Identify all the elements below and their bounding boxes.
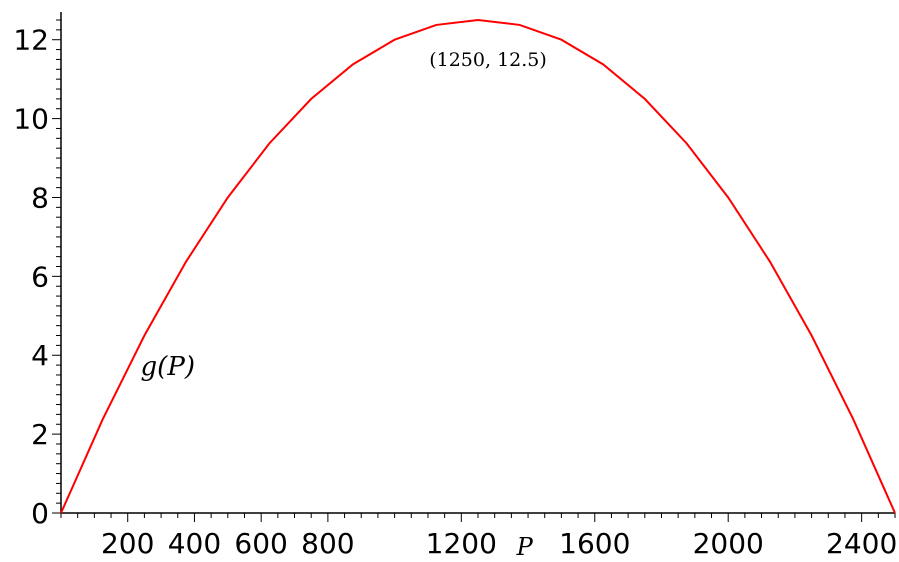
x-tick-label: 1600: [559, 527, 630, 560]
x-tick-label: 2400: [826, 527, 897, 560]
x-tick-label: 200: [101, 527, 154, 560]
annotations: (1250, 12.5) g(P): [141, 49, 547, 382]
x-tick-label: 2000: [693, 527, 764, 560]
series: [60, 18, 896, 514]
y-tick-label: 10: [13, 103, 49, 136]
x-tick-label: 400: [168, 527, 221, 560]
peak-annotation: (1250, 12.5): [429, 49, 547, 71]
y-tick-label: 0: [31, 497, 49, 530]
x-tick-label: 800: [301, 527, 354, 560]
y-tick-label: 2: [31, 418, 49, 451]
y-tick-label: 6: [31, 260, 49, 293]
tick-labels: 200 400 600 800 1200 1600 2000 2400 0 2 4 6 8 10 12: [13, 24, 897, 560]
y-tick-label: 4: [31, 339, 49, 372]
x-tick-label: 1200: [426, 527, 497, 560]
ticks: [52, 19, 896, 522]
x-tick-label: 600: [234, 527, 287, 560]
curve-label: g(P): [141, 352, 195, 382]
y-tick-label: 12: [13, 24, 49, 57]
series-line-g-p: [60, 18, 896, 514]
x-axis-label: P: [516, 533, 534, 561]
y-tick-label: 8: [31, 181, 49, 214]
